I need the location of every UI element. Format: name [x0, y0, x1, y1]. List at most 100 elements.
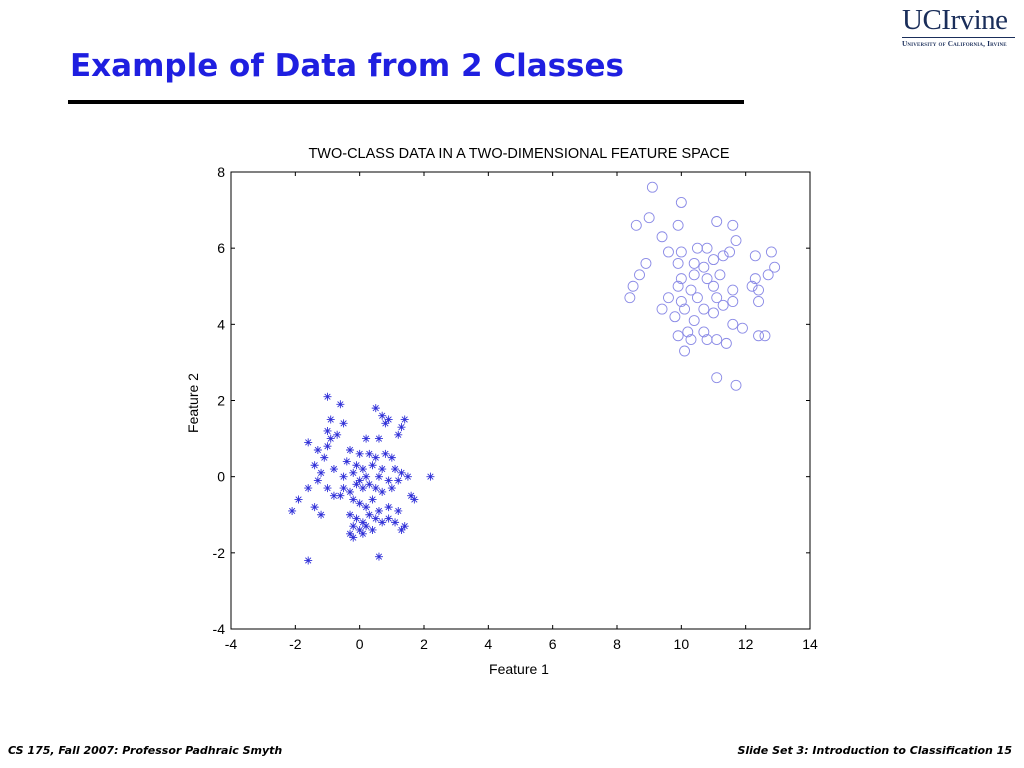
star-point	[317, 468, 326, 477]
star-point	[355, 476, 364, 485]
circle-point	[688, 315, 700, 326]
star-point	[346, 446, 355, 455]
star-point	[355, 525, 364, 534]
circle-point	[727, 296, 739, 307]
slide-title: Example of Data from 2 Classes	[70, 48, 624, 84]
star-point	[374, 434, 383, 443]
star-point	[384, 415, 393, 424]
class-1-series	[288, 392, 435, 565]
circle-point	[759, 330, 771, 342]
circle-point	[730, 235, 742, 247]
star-point	[317, 510, 326, 519]
star-point	[349, 468, 358, 477]
x-tick-label: -4	[225, 636, 238, 652]
star-point	[362, 503, 371, 512]
plot-frame	[230, 171, 811, 630]
star-point	[381, 449, 390, 458]
logo-wordmark: UCIrvine	[902, 4, 1008, 36]
circle-point	[762, 269, 774, 281]
y-tick-label: 8	[217, 164, 225, 180]
footer-course: CS 175, Fall 2007: Professor Padhraic Sm…	[8, 744, 283, 757]
star-point	[323, 442, 332, 451]
circle-point	[769, 261, 781, 273]
y-tick-label: 2	[217, 393, 225, 409]
circle-point	[663, 292, 674, 304]
circle-point	[708, 280, 719, 292]
circle-point	[688, 257, 700, 269]
y-tick-label: 4	[217, 316, 225, 332]
star-point	[336, 400, 345, 409]
circle-point	[730, 379, 742, 391]
star-point	[313, 476, 322, 485]
star-point	[371, 514, 380, 523]
chart-title: TWO-CLASS DATA IN A TWO-DIMENSIONAL FEAT…	[308, 146, 729, 162]
star-point	[371, 484, 380, 493]
circle-point	[749, 273, 761, 285]
circle-point	[749, 250, 761, 262]
star-point	[342, 457, 351, 466]
star-point	[410, 495, 419, 504]
circle-point	[698, 261, 710, 273]
star-point	[384, 503, 393, 512]
class-2-series	[624, 181, 781, 391]
x-tick-label: 10	[674, 636, 690, 652]
star-point	[352, 461, 361, 470]
star-point	[339, 484, 348, 493]
star-point	[349, 533, 358, 542]
star-point	[378, 411, 387, 420]
star-point	[400, 522, 409, 531]
star-point	[362, 472, 371, 481]
circle-point	[656, 231, 668, 243]
star-point	[346, 487, 355, 496]
circle-point	[717, 250, 729, 262]
circle-point	[737, 322, 748, 334]
star-point	[326, 415, 335, 424]
circle-point	[708, 254, 719, 266]
circle-point	[682, 326, 694, 338]
x-tick-label: 6	[549, 636, 557, 652]
star-point	[294, 495, 303, 504]
circle-point	[634, 269, 645, 281]
y-axis-label: Feature 2	[185, 373, 201, 433]
circle-point	[640, 257, 652, 269]
star-point	[333, 430, 342, 439]
circle-point	[675, 273, 687, 285]
star-point	[323, 392, 332, 401]
circle-point	[711, 216, 723, 227]
x-tick-label: 0	[356, 636, 364, 652]
star-point	[288, 506, 297, 515]
star-point	[391, 465, 400, 474]
star-point	[403, 472, 412, 481]
logo-rule	[902, 37, 1015, 38]
star-point	[426, 472, 435, 481]
x-tick-label: 8	[613, 636, 621, 652]
star-point	[394, 476, 403, 485]
circle-point	[711, 292, 723, 304]
star-point	[358, 484, 367, 493]
star-point	[365, 480, 374, 489]
circle-point	[711, 334, 723, 346]
star-point	[355, 499, 364, 508]
star-point	[397, 468, 406, 477]
title-underline	[68, 100, 744, 104]
star-point	[378, 465, 387, 474]
star-point	[387, 453, 396, 462]
star-point	[394, 430, 403, 439]
star-point	[371, 404, 380, 413]
star-point	[323, 484, 332, 493]
star-point	[362, 434, 371, 443]
circle-point	[672, 257, 684, 269]
circle-point	[685, 334, 697, 346]
circle-point	[727, 219, 739, 231]
star-point	[378, 487, 387, 496]
circle-point	[669, 311, 681, 323]
star-point	[400, 415, 409, 424]
star-point	[397, 525, 406, 534]
circle-point	[753, 284, 764, 296]
circle-point	[691, 292, 703, 304]
star-point	[368, 495, 377, 504]
circle-point	[672, 219, 684, 231]
x-tick-label: 12	[738, 636, 754, 652]
circle-point	[646, 181, 658, 193]
